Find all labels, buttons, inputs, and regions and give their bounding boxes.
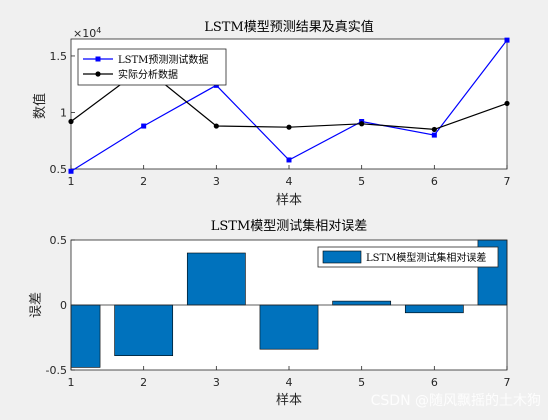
chart1-point-pred bbox=[141, 123, 147, 129]
chart1-x-axis-label: 样本 bbox=[276, 193, 302, 208]
chart1-xtick-label: 4 bbox=[286, 175, 293, 188]
chart1-legend-marker-pred bbox=[95, 56, 101, 62]
chart2-bar bbox=[259, 304, 319, 350]
chart2-xtick-label: 1 bbox=[68, 376, 75, 389]
chart1-point-pred bbox=[504, 37, 510, 43]
bar-chart: LSTM模型测试集相对误差 -0.5 0 0.5 1 2 3 4 5 6 7 LSTM模型测试集… bbox=[29, 218, 511, 408]
chart1-xtick-label: 5 bbox=[358, 175, 365, 188]
chart1-point-actual bbox=[68, 118, 74, 125]
chart1-xtick-label: 6 bbox=[431, 175, 438, 188]
chart1-xtick-label: 2 bbox=[140, 175, 147, 188]
chart1-legend-box bbox=[77, 48, 227, 86]
chart2-legend-label: LSTM模型测试集相对误差 bbox=[366, 251, 486, 264]
chart1-point-actual bbox=[213, 123, 219, 129]
chart2-xtick-label: 2 bbox=[140, 376, 147, 389]
chart1-point-actual bbox=[431, 126, 437, 133]
chart1-title: LSTM模型预测结果及真实值 bbox=[204, 19, 374, 35]
chart1-ytick-label: 1.5 bbox=[50, 50, 68, 63]
chart1-ytick-label: 1 bbox=[60, 106, 67, 119]
chart2-x-axis: 1 2 3 4 5 6 7 bbox=[68, 366, 511, 389]
chart1-ytick-label: 0.5 bbox=[50, 163, 68, 176]
chart1-legend-marker-actual bbox=[95, 71, 101, 77]
chart2-x-axis-label: 样本 bbox=[276, 393, 302, 408]
chart2-ytick-label: -0.5 bbox=[46, 364, 67, 377]
chart1-point-actual bbox=[359, 121, 365, 127]
watermark-text: CSDN @随风飘摇的土木狗 bbox=[371, 393, 541, 409]
chart2-legend: LSTM模型测试集相对误差 bbox=[317, 246, 499, 268]
chart1-point-actual bbox=[286, 124, 292, 130]
chart1-y-axis-label: 数值 bbox=[32, 93, 48, 119]
chart1-legend: LSTM预测测试数据 实际分析数据 bbox=[77, 48, 227, 86]
chart1-x-axis: 1 2 3 4 5 6 7 bbox=[68, 165, 511, 188]
chart2-xtick-label: 6 bbox=[431, 376, 438, 389]
chart2-xtick-label: 4 bbox=[286, 376, 293, 389]
chart2-legend-swatch bbox=[322, 250, 362, 264]
chart1-xtick-label: 3 bbox=[213, 175, 220, 188]
chart2-bar bbox=[114, 304, 174, 357]
chart2-xtick-label: 5 bbox=[358, 376, 365, 389]
chart2-ytick-label: 0.5 bbox=[50, 234, 68, 247]
chart1-point-actual bbox=[504, 100, 510, 107]
chart1-point-pred bbox=[68, 168, 74, 174]
chart2-y-axis-label: 误差 bbox=[29, 292, 44, 318]
chart1-legend-label-actual: 实际分析数据 bbox=[118, 68, 178, 81]
chart1-point-pred bbox=[286, 157, 292, 163]
chart1-point-pred bbox=[431, 132, 437, 138]
chart2-y-axis: -0.5 0 0.5 bbox=[46, 234, 75, 377]
chart1-legend-label-pred: LSTM预测测试数据 bbox=[118, 53, 208, 66]
chart2-bars-group bbox=[70, 239, 508, 368]
chart1-xtick-label: 1 bbox=[68, 175, 75, 188]
chart2-xtick-label: 3 bbox=[213, 376, 220, 389]
chart2-xtick-label: 7 bbox=[504, 376, 511, 389]
chart2-title: LSTM模型测试集相对误差 bbox=[211, 218, 368, 234]
chart2-bar bbox=[186, 252, 246, 306]
chart2-bar bbox=[70, 304, 101, 368]
chart1-xtick-label: 7 bbox=[504, 175, 511, 188]
chart2-bar bbox=[404, 304, 464, 314]
chart1-exponent-label: ×104 bbox=[73, 26, 101, 40]
chart2-legend-box bbox=[317, 246, 499, 268]
chart2-ytick-label: 0 bbox=[60, 299, 67, 312]
chart2-bar bbox=[332, 300, 392, 306]
